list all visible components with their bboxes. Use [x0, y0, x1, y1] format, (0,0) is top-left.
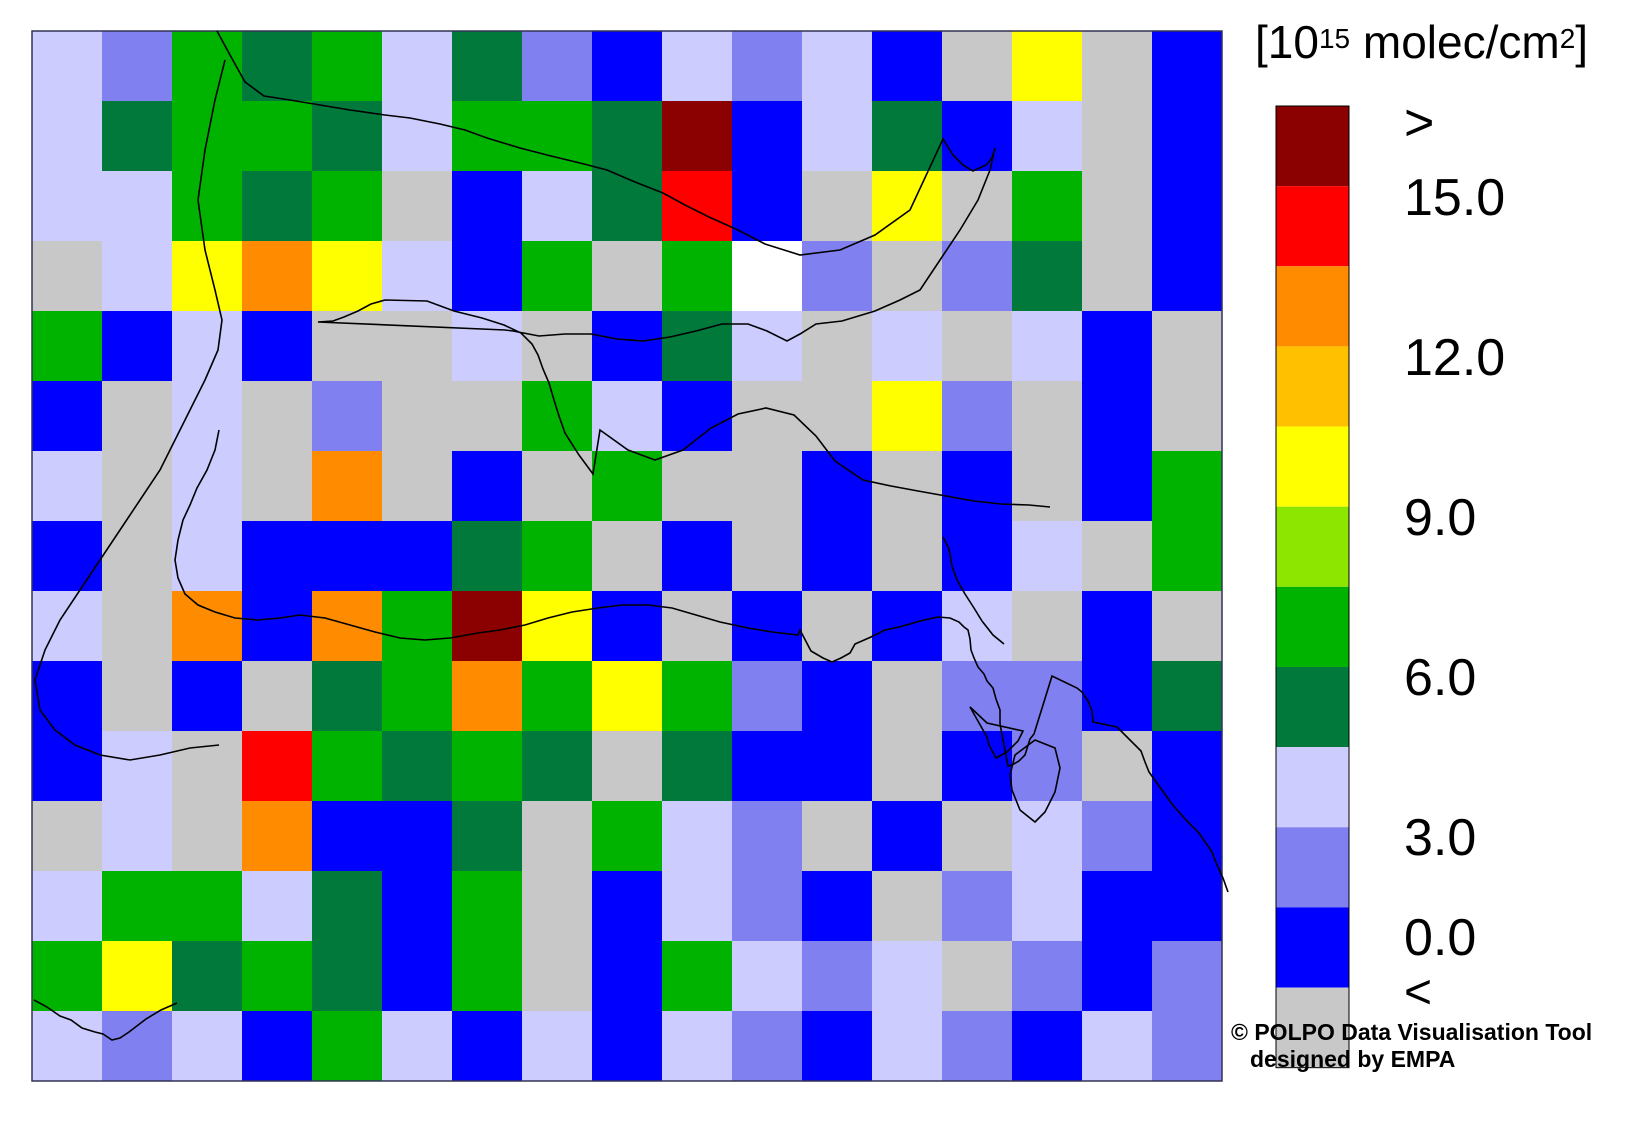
svg-text:3.0: 3.0	[1404, 809, 1476, 867]
svg-text:9.0: 9.0	[1404, 489, 1476, 547]
svg-text:<: <	[1404, 966, 1432, 1019]
svg-text:0.0: 0.0	[1404, 909, 1476, 967]
svg-text:© POLPO Data Visualisation Too: © POLPO Data Visualisation Tool	[1231, 1019, 1592, 1045]
svg-text:12.0: 12.0	[1404, 329, 1505, 387]
svg-text:[1015 molec/cm2]: [1015 molec/cm2]	[1255, 16, 1588, 68]
svg-text:15.0: 15.0	[1404, 169, 1505, 227]
svg-text:>: >	[1404, 94, 1434, 152]
svg-text:6.0: 6.0	[1404, 649, 1476, 707]
svg-text:designed by EMPA: designed by EMPA	[1250, 1046, 1455, 1072]
